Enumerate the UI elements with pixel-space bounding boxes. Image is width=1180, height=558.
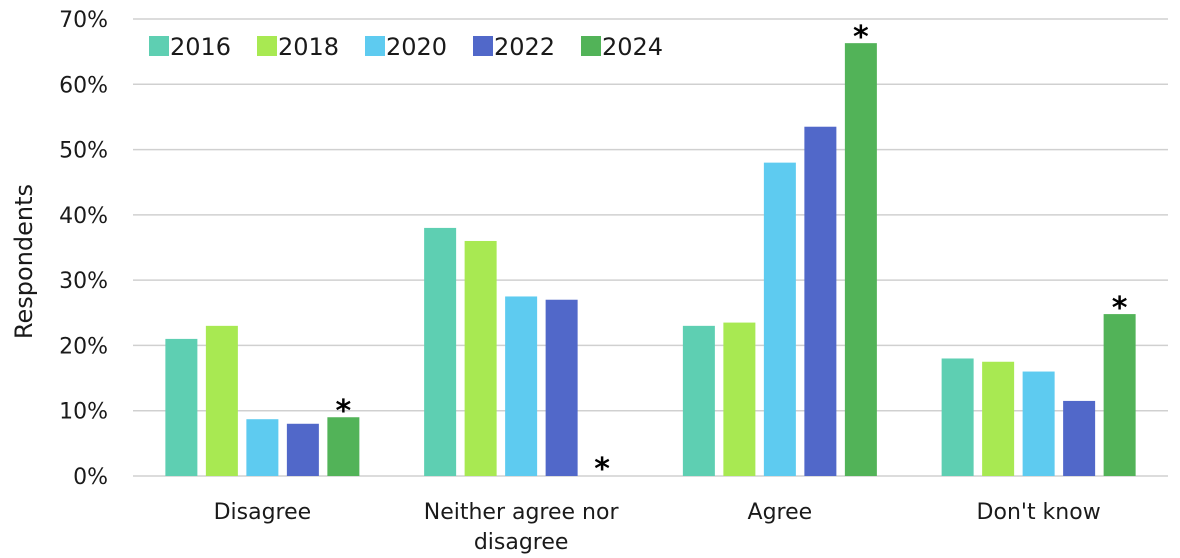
y-tick-label: 0% — [73, 465, 108, 490]
category-label: Agree — [748, 500, 813, 525]
significance-marker: * — [336, 394, 352, 429]
significance-marker: * — [594, 452, 610, 487]
legend-swatch — [473, 36, 493, 56]
bar-2022-1 — [545, 299, 578, 476]
legend-swatch — [581, 36, 601, 56]
legend-swatch — [149, 36, 169, 56]
legend-label: 2022 — [494, 33, 555, 61]
significance-marker: * — [853, 20, 869, 55]
y-tick-label: 20% — [59, 334, 108, 359]
y-tick-label: 60% — [59, 73, 108, 98]
bar-2020-2 — [763, 162, 796, 476]
y-tick-labels: 0% 10% 20% 30% 40% 50% 60% 70% — [59, 8, 108, 490]
bar-2018-1 — [464, 240, 497, 476]
bar-2024-2 — [844, 43, 877, 477]
category-label: Neither agree nor disagree — [424, 500, 620, 555]
y-axis-title: Respondents — [10, 184, 38, 339]
y-tick-label: 70% — [59, 8, 108, 33]
bars — [165, 43, 1136, 477]
category-labels: Disagree Neither agree nor disagree Agree Do… — [214, 500, 1101, 555]
category-label: Don't know — [977, 500, 1101, 525]
category-label: Disagree — [214, 500, 312, 525]
bar-2022-0 — [286, 423, 319, 476]
bar-2016-3 — [941, 358, 974, 476]
bar-2018-0 — [205, 325, 238, 476]
bar-2016-1 — [424, 227, 457, 476]
bar-2024-3 — [1103, 314, 1136, 476]
legend-label: 2016 — [170, 33, 231, 61]
y-tick-label: 30% — [59, 269, 108, 294]
bar-2020-0 — [246, 419, 279, 476]
y-tick-label: 10% — [59, 400, 108, 425]
gridlines — [133, 18, 1168, 477]
bar-2018-2 — [723, 322, 756, 476]
legend: 2016 2018 2020 2022 2024 — [149, 33, 663, 61]
legend-label: 2024 — [602, 33, 663, 61]
y-tick-label: 40% — [59, 204, 108, 229]
bar-2020-1 — [505, 296, 538, 476]
bar-2016-2 — [682, 325, 715, 476]
bar-2022-2 — [804, 126, 837, 476]
bar-2020-3 — [1022, 371, 1055, 476]
significance-marker: * — [1112, 291, 1128, 326]
bar-2022-3 — [1063, 400, 1096, 476]
legend-swatch — [365, 36, 385, 56]
bar-2016-0 — [165, 338, 198, 476]
significance-markers: * * * * — [336, 20, 1128, 487]
legend-label: 2018 — [278, 33, 339, 61]
legend-swatch — [257, 36, 277, 56]
bar-2024-0 — [327, 417, 360, 476]
bar-2018-3 — [982, 361, 1015, 476]
y-tick-label: 50% — [59, 139, 108, 164]
legend-label: 2020 — [386, 33, 447, 61]
